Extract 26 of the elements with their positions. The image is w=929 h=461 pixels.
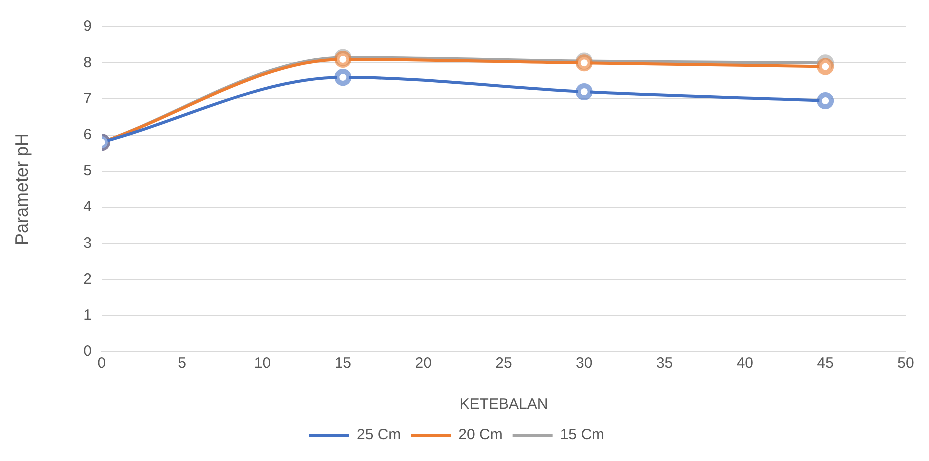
x-tick-label: 30 [576,355,593,372]
x-tick-label: 40 [736,355,754,372]
x-tick-label: 50 [898,355,914,372]
x-tick-label: 15 [334,355,352,372]
x-tick-label: 5 [178,355,187,372]
x-tick-label: 10 [254,355,272,372]
y-axis-title: Parameter pH [12,133,32,246]
y-tick-label: 7 [84,90,92,108]
legend-label: 20 Cm [458,426,503,444]
legend-label: 15 Cm [560,426,605,444]
legend-label: 25 Cm [356,426,402,444]
x-tick-label: 35 [656,355,674,372]
y-tick-label: 4 [84,198,92,216]
x-axis-title: KETEBALAN [460,396,548,414]
x-tick-label: 45 [817,355,834,372]
y-tick-label: 5 [84,162,92,180]
x-tick-label: 20 [415,355,432,372]
y-tick-label: 2 [84,270,92,288]
y-tick-label: 1 [84,307,92,324]
y-tick-label: 3 [84,234,92,252]
y-tick-label: 6 [84,126,92,144]
x-tick-label: 0 [98,355,106,372]
y-tick-label: 0 [84,343,92,360]
y-tick-label: 8 [84,54,92,72]
x-tick-label: 25 [496,355,512,372]
y-tick-label: 9 [84,18,92,36]
